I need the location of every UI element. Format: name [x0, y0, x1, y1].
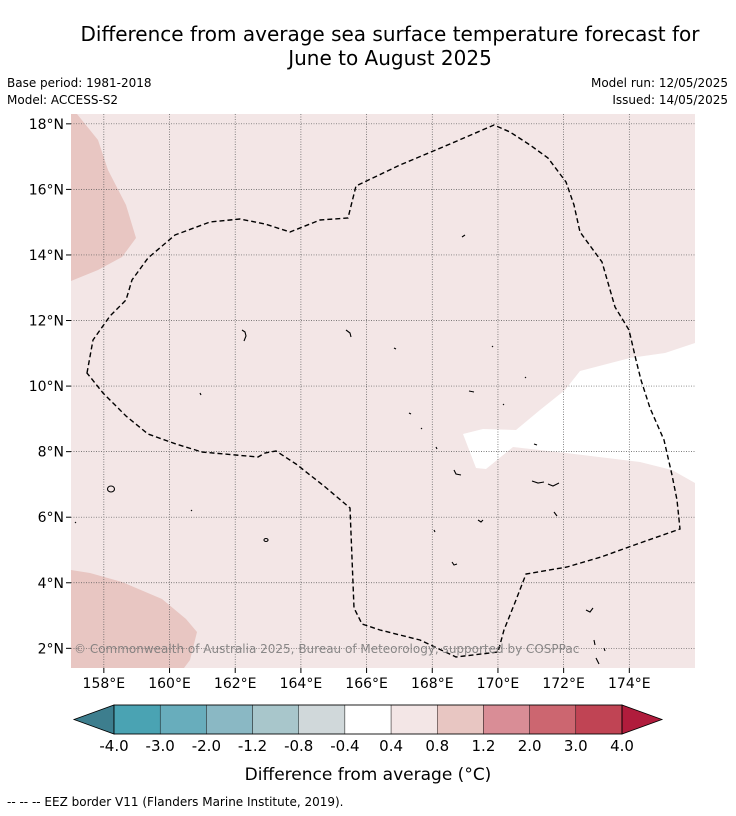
colorbar-label: Difference from average (°C)	[245, 765, 492, 785]
island	[451, 561, 458, 566]
lat-label: 12°N	[29, 314, 64, 330]
colorbar-extend-max	[621, 704, 664, 735]
map-panel: © Commonwealth of Australia 2025, Bureau…	[29, 114, 695, 692]
colorbar-bin	[113, 704, 161, 735]
colorbar-extend-min	[72, 704, 115, 735]
colorbar-tick-label: -1.2	[238, 737, 267, 755]
lat-label: 16°N	[29, 182, 64, 198]
graticule	[71, 114, 695, 668]
island	[345, 329, 352, 338]
island	[547, 482, 560, 487]
latitude-labels: 18°N 16°N 14°N 12°N 10°N 8°N 6°N 4°N 2°N	[29, 117, 71, 657]
lon-label: 158°E	[83, 676, 126, 692]
model-name: Model: ACCESS-S2	[7, 93, 119, 107]
colorbar-bin	[344, 704, 392, 735]
island	[533, 443, 538, 446]
colorbar-tick-label: 3.0	[564, 737, 588, 755]
island	[190, 509, 193, 512]
colorbar-bin	[298, 704, 346, 735]
lat-label: 14°N	[29, 248, 64, 264]
island	[593, 639, 596, 646]
island	[477, 519, 484, 523]
island	[585, 607, 594, 613]
model-run: Model run: 12/05/2025	[590, 76, 728, 90]
colorbar-bin	[206, 704, 253, 735]
warm-anomaly-region-sw	[71, 570, 197, 668]
island	[393, 347, 397, 350]
island	[263, 537, 269, 543]
colorbar-bin	[575, 704, 623, 735]
island	[491, 345, 494, 348]
colorbar-bin	[252, 704, 299, 735]
lon-label: 174°E	[608, 676, 651, 692]
colorbar-tick-label: -2.0	[192, 737, 221, 755]
island	[531, 480, 545, 484]
island	[524, 376, 527, 379]
colorbar-tick-label: -0.4	[330, 737, 359, 755]
colorbar-bin	[437, 704, 484, 735]
lon-label: 172°E	[542, 676, 585, 692]
island	[106, 485, 116, 493]
colorbar-bin	[390, 704, 438, 735]
colorbar-label-text: Difference from average (	[245, 765, 465, 785]
lat-label: 6°N	[38, 510, 64, 526]
lon-label: 164°E	[280, 676, 323, 692]
eez-legend-footer: -- -- -- EEZ border V11 (Flanders Marine…	[7, 795, 344, 809]
island	[74, 521, 77, 524]
colorbar-tick-label: 1.2	[472, 737, 496, 755]
issued-date: Issued: 14/05/2025	[612, 93, 728, 107]
island	[199, 392, 202, 396]
island	[502, 403, 505, 406]
lon-label: 162°E	[214, 676, 257, 692]
longitude-labels: 158°E 160°E 162°E 164°E 166°E 168°E 170°E 172°E…	[83, 668, 651, 692]
island	[433, 529, 436, 533]
colorbar-bin	[483, 704, 530, 735]
meta-right: Model run: 12/05/2025 Issued: 14/05/2025	[591, 75, 728, 109]
title-line-1: Difference from average sea surface temp…	[80, 22, 700, 46]
colorbar-tick-label: -0.8	[284, 737, 313, 755]
colorbar-tick-label: 0.4	[379, 737, 403, 755]
map-title: Difference from average sea surface temp…	[0, 22, 736, 70]
island	[453, 469, 462, 476]
lon-label: 160°E	[148, 676, 191, 692]
island	[461, 234, 466, 238]
colorbar: -4.0 -3.0 -2.0 -1.2 -0.8 -0.4 0.4 0.8 1.2 2.0 3.0 4…	[72, 704, 664, 755]
lat-label: 4°N	[38, 576, 64, 592]
base-period: Base period: 1981-2018	[7, 76, 152, 90]
colorbar-tick-label: 2.0	[518, 737, 542, 755]
lat-label: 2°N	[38, 641, 64, 657]
lon-label: 170°E	[477, 676, 520, 692]
island	[595, 657, 600, 665]
meta-left: Base period: 1981-2018 Model: ACCESS-S2	[7, 75, 152, 109]
lon-label: 168°E	[411, 676, 454, 692]
lat-label: 8°N	[38, 445, 64, 461]
island	[553, 511, 558, 517]
neutral-anomaly-region	[463, 343, 695, 483]
island	[435, 446, 438, 450]
colorbar-tick-label: -3.0	[146, 737, 175, 755]
colorbar-outline	[113, 704, 623, 735]
colorbar-tick-label: 0.8	[425, 737, 449, 755]
lon-label: 166°E	[345, 676, 388, 692]
island	[420, 427, 423, 430]
island	[241, 329, 247, 342]
islands	[74, 234, 606, 665]
island	[408, 412, 412, 415]
colorbar-bin	[529, 704, 577, 735]
lat-label: 18°N	[29, 117, 64, 133]
colorbar-label-unit: °C)	[464, 765, 491, 785]
colorbar-tick-label: 4.0	[610, 737, 634, 755]
colorbar-bin	[159, 704, 207, 735]
lat-label: 10°N	[29, 379, 64, 395]
colorbar-tick-label: -4.0	[99, 737, 128, 755]
island	[603, 647, 606, 652]
island	[468, 390, 475, 393]
title-line-2: June to August 2025	[288, 46, 492, 70]
copyright-watermark: © Commonwealth of Australia 2025, Bureau…	[74, 642, 579, 656]
